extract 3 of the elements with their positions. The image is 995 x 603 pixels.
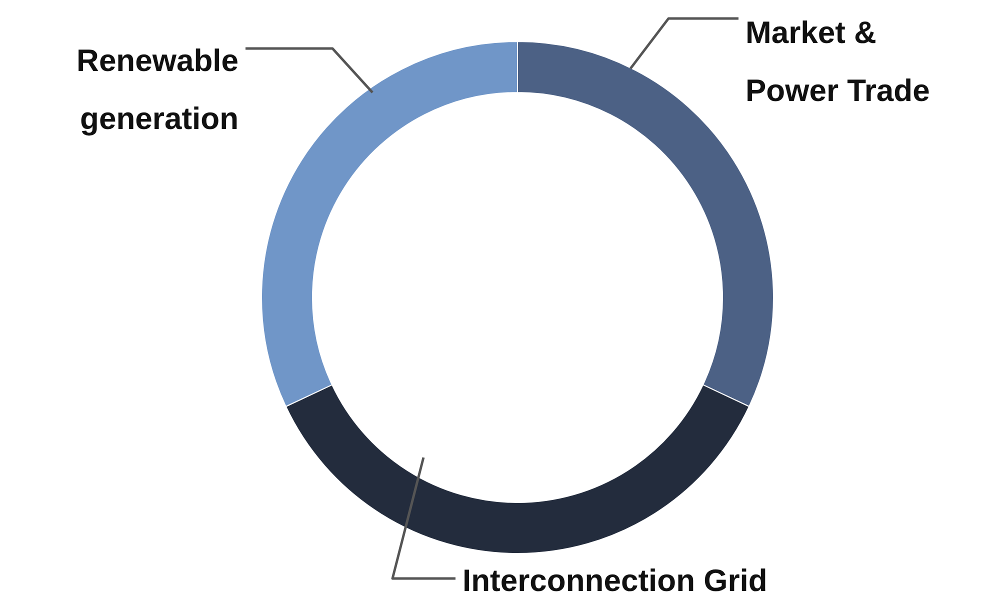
slice-label: Market & Power Trade [746, 15, 930, 108]
slice-label: Interconnection Grid [462, 563, 768, 598]
slice-label: Renewable generation [76, 43, 239, 136]
